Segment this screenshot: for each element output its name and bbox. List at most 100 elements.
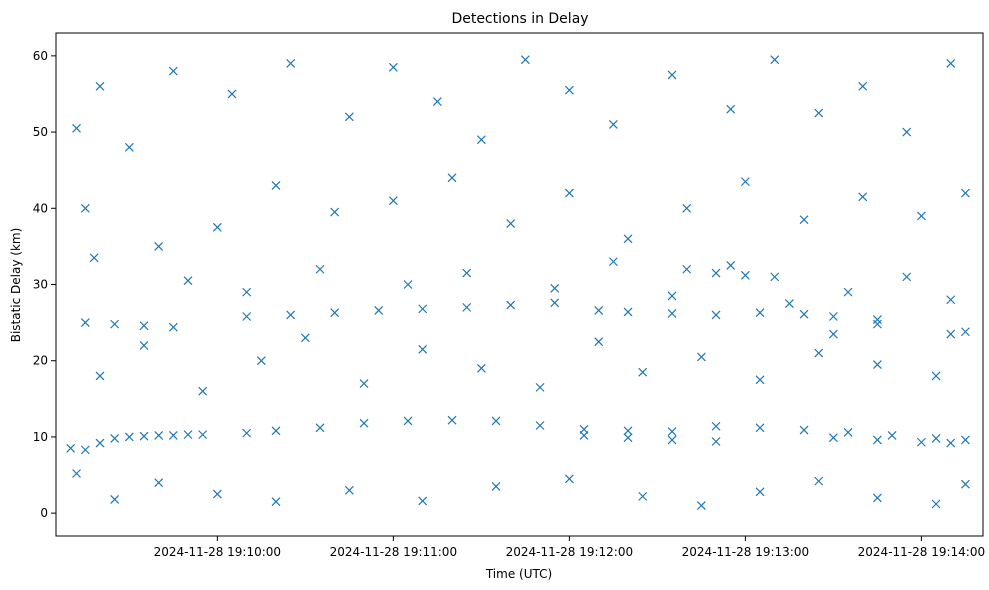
x-axis-title: Time (UTC) xyxy=(485,567,552,581)
y-tick-label: 40 xyxy=(33,201,48,215)
data-point xyxy=(696,501,706,510)
data-point xyxy=(476,363,486,373)
data-point xyxy=(80,203,90,213)
data-point xyxy=(491,416,501,426)
data-point xyxy=(212,222,222,232)
data-point xyxy=(594,305,604,315)
x-tick-label: 2024-11-28 19:11:00 xyxy=(330,545,457,559)
data-point xyxy=(535,421,545,430)
data-point xyxy=(755,375,765,385)
y-tick-label: 30 xyxy=(33,278,48,292)
data-point xyxy=(799,309,809,319)
data-point xyxy=(770,55,780,65)
data-point xyxy=(491,482,501,491)
data-point xyxy=(726,261,736,270)
data-point xyxy=(520,55,530,65)
data-point xyxy=(550,283,560,293)
data-point xyxy=(154,478,164,488)
data-point xyxy=(872,319,882,329)
data-point xyxy=(799,425,809,435)
data-point xyxy=(667,70,677,80)
data-point xyxy=(960,479,970,489)
data-point xyxy=(168,66,178,76)
data-point xyxy=(564,474,574,484)
data-point xyxy=(359,379,369,389)
y-tick-label: 50 xyxy=(33,125,48,139)
data-point xyxy=(95,371,105,381)
data-point xyxy=(755,487,765,497)
data-point xyxy=(638,491,648,501)
data-point xyxy=(242,312,252,321)
data-point xyxy=(168,430,178,440)
data-point xyxy=(447,415,457,425)
data-point xyxy=(623,433,633,443)
data-point xyxy=(72,123,81,133)
data-point xyxy=(183,430,193,440)
data-point xyxy=(403,280,413,289)
data-point xyxy=(740,177,750,187)
y-axis: 0 10 20 30 40 50 60 xyxy=(33,49,56,520)
data-point xyxy=(154,241,164,251)
data-point xyxy=(960,435,970,445)
data-point xyxy=(418,344,428,354)
data-point xyxy=(931,371,941,381)
data-point xyxy=(506,300,516,310)
data-point xyxy=(902,272,912,282)
data-point xyxy=(242,428,252,438)
data-point xyxy=(418,496,428,506)
data-point xyxy=(124,432,134,442)
data-point xyxy=(843,427,853,437)
x-tick-label: 2024-11-28 19:12:00 xyxy=(506,545,633,559)
data-point xyxy=(872,493,882,503)
data-point xyxy=(799,215,809,225)
data-point xyxy=(638,367,648,377)
data-point xyxy=(212,489,222,499)
data-point xyxy=(814,348,824,358)
data-point xyxy=(711,421,721,431)
y-tick-label: 20 xyxy=(33,354,48,368)
data-point xyxy=(916,211,926,221)
data-point xyxy=(931,434,941,443)
data-point xyxy=(667,427,677,437)
data-point xyxy=(359,418,369,428)
data-point xyxy=(828,433,838,443)
data-point xyxy=(667,291,677,301)
data-point xyxy=(227,89,237,99)
data-point xyxy=(242,287,252,297)
data-point xyxy=(344,112,354,122)
marks-layer xyxy=(66,55,970,510)
data-point xyxy=(711,437,721,446)
data-point xyxy=(608,120,618,129)
x-tick-label: 2024-11-28 19:14:00 xyxy=(858,545,985,559)
data-point xyxy=(843,287,853,297)
data-point xyxy=(623,234,633,244)
data-point xyxy=(872,435,882,445)
data-point xyxy=(271,426,281,436)
data-point xyxy=(432,97,442,107)
data-point xyxy=(271,497,281,507)
data-point xyxy=(623,307,633,317)
data-point xyxy=(66,443,76,453)
data-point xyxy=(872,360,882,369)
data-point xyxy=(564,85,574,95)
data-point xyxy=(579,430,589,440)
data-point xyxy=(476,135,486,145)
data-point xyxy=(887,430,897,440)
data-point xyxy=(300,333,310,343)
data-point xyxy=(418,304,428,314)
data-point xyxy=(198,430,208,440)
data-point xyxy=(110,319,120,329)
data-point xyxy=(462,302,472,312)
data-point xyxy=(755,308,765,318)
data-point xyxy=(124,142,134,152)
data-point xyxy=(814,108,824,118)
data-point xyxy=(682,264,692,274)
data-point xyxy=(946,295,956,305)
data-point xyxy=(535,382,545,392)
data-point xyxy=(711,268,721,278)
data-point xyxy=(902,127,912,137)
data-point xyxy=(946,59,956,68)
data-point xyxy=(139,321,149,331)
data-point xyxy=(696,352,706,362)
